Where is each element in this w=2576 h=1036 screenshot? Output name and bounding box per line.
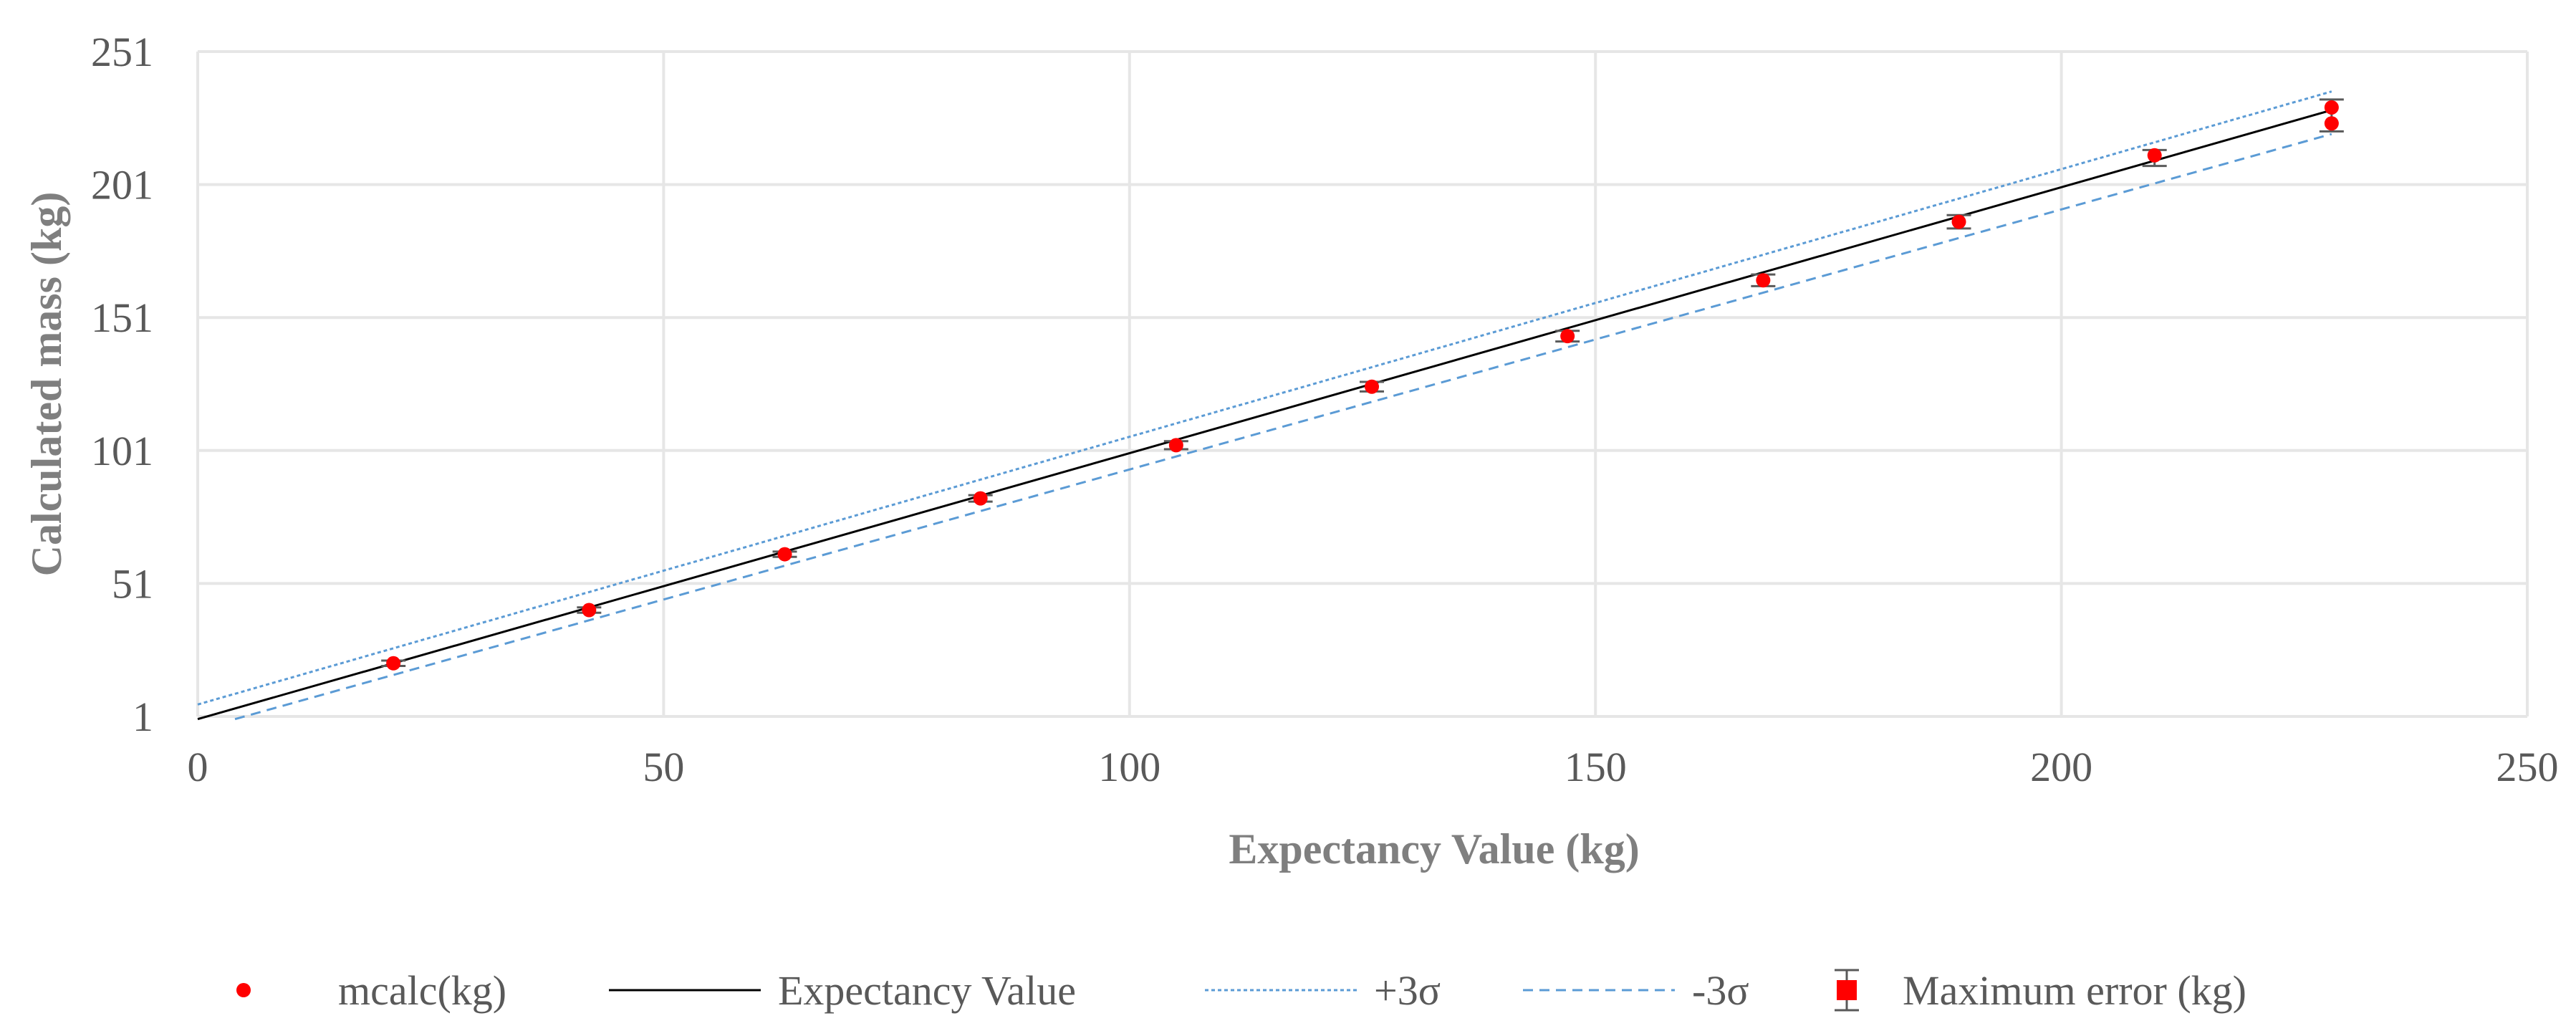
series-layer — [197, 90, 2344, 721]
legend-item-mcalc-kg: mcalc(kg) — [236, 967, 506, 1014]
3-line — [234, 133, 2332, 721]
y-tick-label: 51 — [112, 560, 153, 607]
y-tick-label: 201 — [91, 162, 153, 208]
y-axis-title: Calculated mass (kg) — [23, 192, 70, 577]
x-tick-label: 200 — [2030, 744, 2092, 790]
x-axis-title: Expectancy Value (kg) — [1229, 825, 1639, 873]
legend-item-expectancy-value: Expectancy Value — [609, 967, 1076, 1014]
legend-square-marker — [1837, 980, 1857, 1000]
y-tick-label: 251 — [91, 29, 153, 75]
data-point — [2324, 100, 2339, 115]
legend-label: Expectancy Value — [778, 967, 1076, 1014]
x-tick-label: 50 — [643, 744, 684, 790]
y-tick-label: 151 — [91, 294, 153, 341]
legend: mcalc(kg) Expectancy Value +3σ -3σ Maximum e… — [236, 967, 2246, 1014]
data-point — [1168, 438, 1183, 453]
data-point — [1951, 214, 1966, 229]
data-point — [386, 656, 401, 671]
data-point — [1365, 379, 1380, 394]
legend-label: Maximum error (kg) — [1903, 967, 2246, 1014]
data-point — [777, 547, 792, 562]
x-tick-label: 100 — [1098, 744, 1160, 790]
expectancy-value-line — [197, 109, 2332, 721]
legend-item-maximum-error-kg: Maximum error (kg) — [1835, 967, 2246, 1014]
data-point — [973, 491, 988, 506]
y-tick-label: 1 — [133, 694, 153, 740]
legend-label: +3σ — [1374, 967, 1441, 1014]
grid-layer — [196, 50, 2529, 718]
x-tick-label: 250 — [2496, 744, 2559, 790]
x-tick-label: 0 — [188, 744, 208, 790]
legend-label: -3σ — [1692, 967, 1749, 1014]
3-line — [197, 90, 2332, 706]
legend-marker — [236, 983, 251, 997]
legend-item-3: +3σ — [1205, 967, 1441, 1014]
data-point — [1756, 273, 1771, 288]
y-tick-label: 101 — [91, 428, 153, 474]
axis-layer: 0 50 100 150 200 250151101151201251Expectancy… — [23, 29, 2559, 873]
data-point — [2147, 148, 2162, 163]
data-point — [582, 603, 597, 618]
data-point — [1560, 329, 1575, 344]
legend-item-3: -3σ — [1523, 967, 1749, 1014]
x-tick-label: 150 — [1565, 744, 1627, 790]
legend-label: mcalc(kg) — [338, 967, 506, 1014]
data-point — [2324, 116, 2339, 131]
